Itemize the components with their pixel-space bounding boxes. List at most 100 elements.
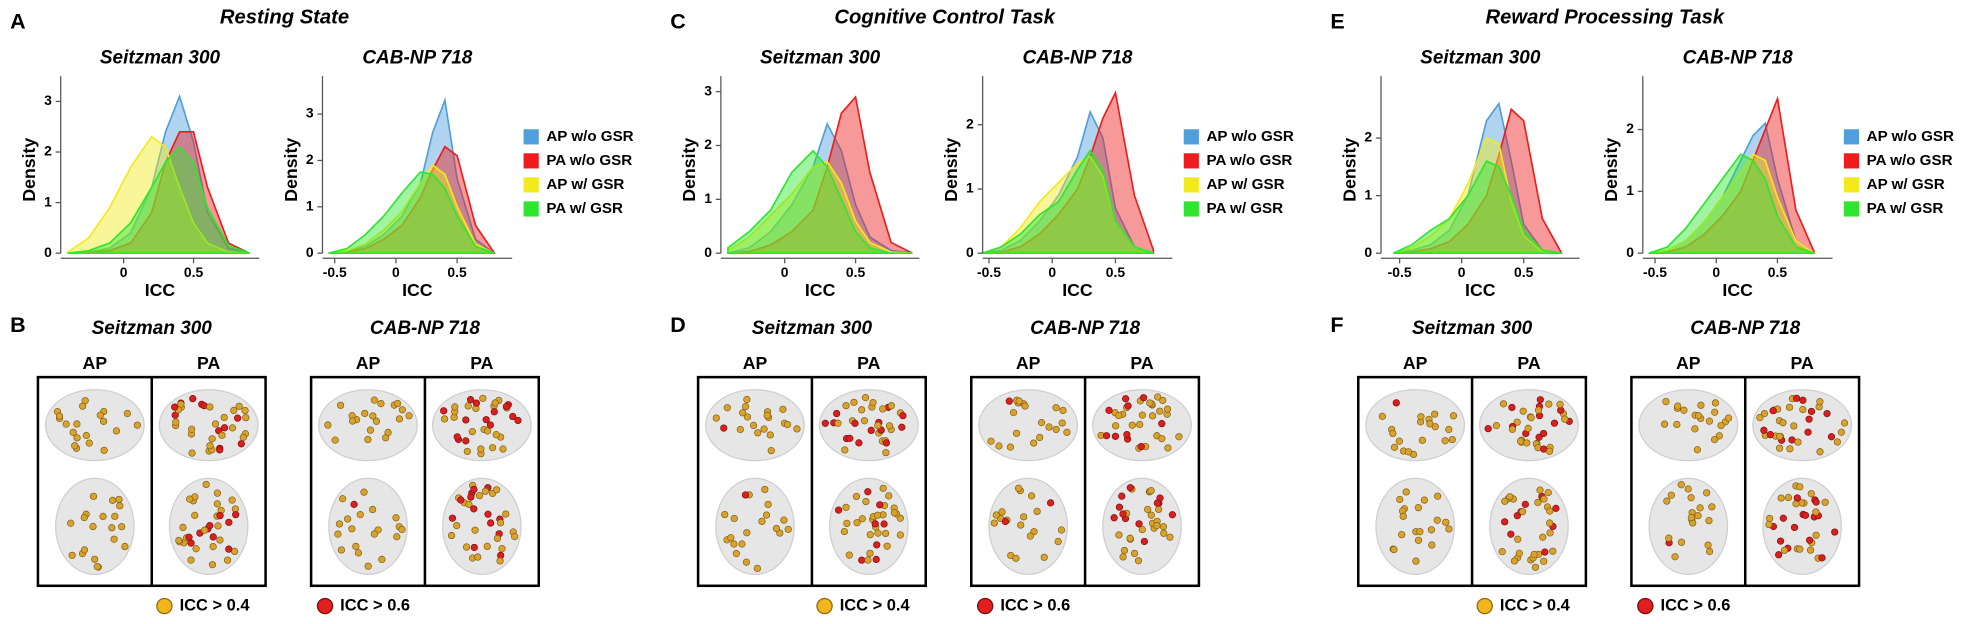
brain-node xyxy=(1776,432,1784,440)
brain-node xyxy=(483,542,491,551)
brain-node xyxy=(89,522,97,531)
brain-node xyxy=(772,524,781,533)
brain-views xyxy=(1638,389,1739,576)
brain-node xyxy=(1777,494,1785,502)
brain-node xyxy=(872,555,880,564)
y-tick-label: 1 xyxy=(704,190,712,206)
brain-node xyxy=(216,446,224,454)
brain-node xyxy=(873,541,881,549)
brain-node xyxy=(1396,495,1404,504)
brain-sagittal xyxy=(1638,389,1739,462)
brain-node xyxy=(1517,437,1525,445)
brain-node xyxy=(1724,414,1733,422)
brain-node xyxy=(1052,425,1060,434)
brain-node xyxy=(1552,504,1560,512)
brain-node xyxy=(1499,400,1508,408)
brain-node xyxy=(753,564,761,573)
brain-node xyxy=(1115,503,1124,511)
brain-node xyxy=(1021,402,1029,410)
x-tick-label: -0.5 xyxy=(977,264,1001,280)
brain-node xyxy=(1806,536,1814,544)
brain-views xyxy=(318,389,418,576)
brain-node xyxy=(1492,422,1500,430)
brain-node xyxy=(1790,523,1799,532)
brain-node xyxy=(1680,406,1688,414)
brain-node xyxy=(405,412,413,420)
brain-node xyxy=(1054,537,1062,546)
brain-node xyxy=(364,435,372,444)
brain-node xyxy=(111,512,119,520)
brain-sagittal xyxy=(44,389,145,462)
brain-node xyxy=(866,531,874,539)
brain-node xyxy=(463,447,471,456)
brain-node xyxy=(1026,532,1034,540)
brain-node xyxy=(1799,396,1807,404)
panel-letter: A xyxy=(10,10,26,34)
brain-node xyxy=(482,416,490,424)
brain-node xyxy=(324,421,332,429)
brain-node xyxy=(509,412,517,421)
brain-node xyxy=(736,425,744,434)
column-label: AP xyxy=(1016,353,1041,373)
brain-node xyxy=(228,496,236,504)
x-tick-label: 0 xyxy=(392,264,400,280)
brain-node xyxy=(1684,485,1692,493)
brain-node xyxy=(1392,399,1400,407)
brain-node xyxy=(1510,557,1519,565)
brain-node xyxy=(188,449,196,457)
x-tick-label: 0 xyxy=(781,264,789,280)
brain-node xyxy=(876,501,884,509)
brain-node xyxy=(1040,553,1048,561)
brain-node xyxy=(766,431,774,439)
brain-node xyxy=(1158,435,1166,443)
brain-node xyxy=(871,520,879,528)
brain-node xyxy=(514,416,522,425)
brain-node xyxy=(1665,534,1673,542)
brain-node xyxy=(498,545,506,553)
brain-node xyxy=(1831,528,1839,536)
brain-node xyxy=(1126,484,1134,492)
legend-swatch xyxy=(1843,153,1860,169)
brain-node xyxy=(223,556,232,564)
brain-node xyxy=(108,496,117,504)
brain-node xyxy=(1119,510,1127,518)
brain-node xyxy=(1398,531,1406,539)
brain-node xyxy=(842,402,850,410)
legend-swatch xyxy=(1183,153,1199,169)
brain-node xyxy=(1001,517,1010,526)
brain-node xyxy=(1549,547,1557,555)
brain-node xyxy=(861,394,870,402)
brain-node xyxy=(493,534,502,543)
brain-node xyxy=(1135,520,1143,528)
brain-node xyxy=(488,444,497,452)
brain-node xyxy=(1756,413,1764,422)
brain-node xyxy=(1128,421,1136,429)
brain-node xyxy=(110,535,118,543)
brain-node xyxy=(1110,514,1118,522)
x-tick-label: 0 xyxy=(120,264,128,280)
brain-node xyxy=(1514,535,1522,543)
brain-node xyxy=(1414,536,1423,544)
brain-views xyxy=(158,389,259,576)
brain-node xyxy=(1705,517,1713,525)
brain-sagittal xyxy=(318,389,418,462)
brain-node xyxy=(1014,484,1023,492)
brain-node xyxy=(1799,405,1807,414)
brain-node xyxy=(468,428,476,436)
brain-node xyxy=(732,549,740,558)
brain-node xyxy=(1760,409,1769,418)
brain-node xyxy=(758,517,766,525)
x-tick-label: -0.5 xyxy=(1388,264,1412,280)
brain-node xyxy=(474,553,482,561)
brain-node xyxy=(1837,428,1845,436)
y-tick-label: 2 xyxy=(966,115,974,131)
y-axis-label: Density xyxy=(1601,138,1621,202)
brain-node xyxy=(998,508,1006,516)
brain-node xyxy=(1779,514,1787,522)
brain-node xyxy=(384,428,392,437)
brain-node xyxy=(743,413,752,421)
brain-node xyxy=(1536,396,1544,404)
brain-node xyxy=(1033,507,1041,515)
brain-node xyxy=(1433,516,1441,524)
brain-title: CAB-NP 718 xyxy=(1030,318,1140,339)
